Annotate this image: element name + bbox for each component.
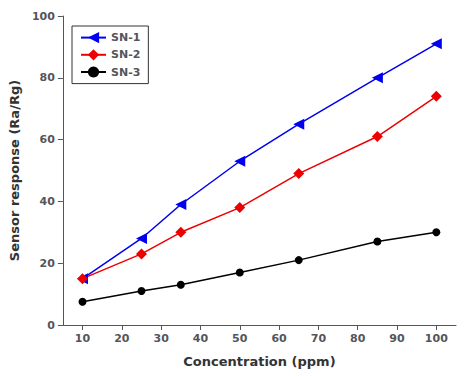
svg-text:100: 100 [32,10,55,23]
svg-text:100: 100 [425,332,448,345]
svg-text:20: 20 [114,332,130,345]
svg-text:SN-3: SN-3 [111,66,140,79]
svg-text:40: 40 [40,195,56,208]
svg-text:SN-2: SN-2 [111,48,140,61]
svg-text:90: 90 [389,332,405,345]
svg-text:Concentration (ppm): Concentration (ppm) [183,354,335,369]
svg-text:60: 60 [40,133,56,146]
svg-text:40: 40 [193,332,209,345]
svg-text:0: 0 [47,319,55,332]
svg-text:80: 80 [350,332,366,345]
svg-text:80: 80 [40,71,56,84]
svg-text:SN-1: SN-1 [111,31,140,44]
svg-text:60: 60 [271,332,287,345]
svg-text:Sensor response (Ra/Rg): Sensor response (Ra/Rg) [7,80,22,261]
svg-text:10: 10 [75,332,91,345]
svg-text:50: 50 [232,332,248,345]
svg-text:30: 30 [153,332,169,345]
svg-text:20: 20 [40,257,56,270]
svg-text:70: 70 [311,332,327,345]
